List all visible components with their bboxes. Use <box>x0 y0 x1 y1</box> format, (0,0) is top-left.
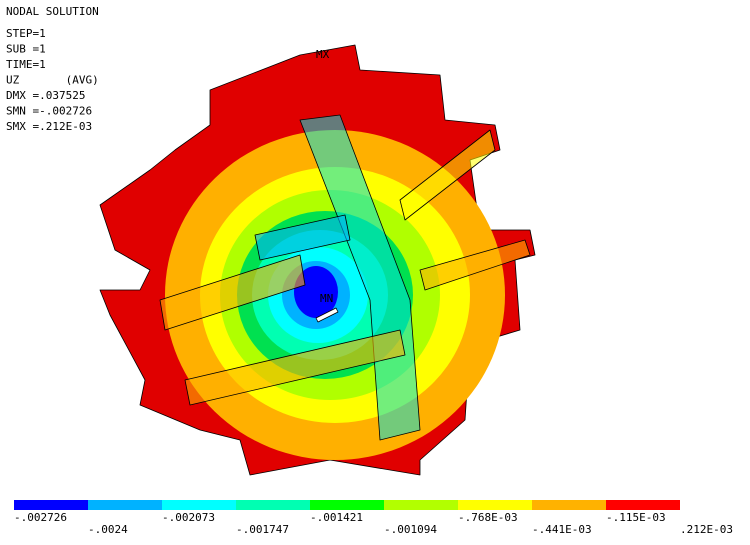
rib <box>419 239 531 291</box>
legend-label: -.441E-03 <box>532 523 592 536</box>
rib <box>159 254 306 331</box>
legend-swatch <box>162 500 236 510</box>
legend-label: -.768E-03 <box>458 511 518 524</box>
max-label: MX <box>316 48 330 61</box>
legend-swatch <box>14 500 88 510</box>
legend-swatch <box>88 500 162 510</box>
header-line: UZ (AVG) <box>6 74 99 87</box>
rib <box>184 329 406 406</box>
header-line: STEP=1 <box>6 27 46 40</box>
legend-swatch <box>310 500 384 510</box>
header-line: SUB =1 <box>6 43 46 56</box>
legend: -.002726 -.0024 -.002073 -.001747 -.001421 -.… <box>14 500 733 536</box>
header-title: NODAL SOLUTION <box>6 5 99 18</box>
header-line: SMN =-.002726 <box>6 105 92 118</box>
header-line: DMX =.037525 <box>6 89 85 102</box>
rib <box>254 214 351 261</box>
min-label: MN <box>320 292 333 305</box>
legend-label: .212E-03 <box>680 523 733 536</box>
rib <box>399 129 496 221</box>
legend-swatch <box>384 500 458 510</box>
legend-label: -.115E-03 <box>606 511 666 524</box>
hole <box>315 307 339 323</box>
legend-label: -.001094 <box>384 523 437 536</box>
header-line: TIME=1 <box>6 58 46 71</box>
legend-swatch <box>236 500 310 510</box>
legend-label: -.002073 <box>162 511 215 524</box>
contour-band <box>294 266 338 318</box>
legend-swatch <box>532 500 606 510</box>
legend-swatch <box>458 500 532 510</box>
header-line: SMX =.212E-03 <box>6 120 92 133</box>
legend-swatch <box>606 500 680 510</box>
legend-label: -.0024 <box>88 523 128 536</box>
legend-label: -.002726 <box>14 511 67 524</box>
legend-label: -.001421 <box>310 511 363 524</box>
header: NODAL SOLUTION STEP=1 SUB =1 TIME=1 UZ (AVG… <box>6 5 99 133</box>
legend-label: -.001747 <box>236 523 289 536</box>
model: MX MN <box>99 44 536 476</box>
